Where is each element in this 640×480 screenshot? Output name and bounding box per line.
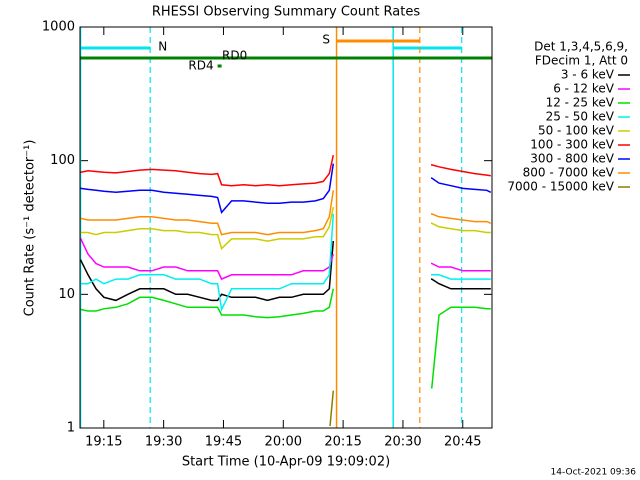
x-axis-label: Start Time (10-Apr-09 19:09:02) — [182, 455, 390, 470]
x-tick-label: 19:30 — [145, 435, 182, 450]
series-line — [80, 288, 491, 389]
series-line — [329, 390, 335, 426]
legend-label: 12 - 25 keV — [546, 96, 615, 110]
legend-label: 3 - 6 keV — [561, 68, 615, 82]
legend-label: 25 - 50 keV — [546, 110, 615, 124]
x-tick-label: 20:30 — [384, 435, 421, 450]
legend-label: 50 - 100 keV — [538, 124, 615, 138]
legend-title: Det 1,3,4,5,6,9, — [534, 40, 628, 54]
series-line — [80, 241, 491, 302]
y-tick-label: 100 — [50, 153, 75, 168]
series-line — [80, 163, 492, 214]
legend-title: FDecim 1, Att 0 — [535, 54, 628, 68]
y-tick-label: 1000 — [42, 20, 75, 35]
flag-label: N — [158, 40, 167, 54]
y-tick-label: 10 — [58, 287, 75, 302]
footer: 14-Oct-2021 09:36 — [551, 468, 637, 478]
chart-title: RHESSI Observing Summary Count Rates — [152, 5, 421, 20]
legend-label: 300 - 800 keV — [530, 152, 614, 166]
legend-label: 100 - 300 keV — [530, 138, 614, 152]
series-line — [80, 190, 492, 236]
flag-label: RD4 — [188, 59, 213, 73]
series-line — [80, 213, 491, 312]
series-line — [80, 238, 491, 281]
x-tick-label: 20:45 — [444, 435, 481, 450]
series-line — [80, 154, 491, 187]
plot-frame — [79, 26, 493, 429]
x-tick-label: 20:00 — [265, 435, 302, 450]
series-line — [80, 206, 491, 251]
flag-label: S — [322, 33, 330, 47]
flag-label: RD0 — [222, 49, 247, 63]
x-tick-label: 19:45 — [205, 435, 242, 450]
legend-label: 800 - 7000 keV — [523, 166, 615, 180]
y-tick-label: 1 — [67, 421, 75, 436]
x-tick-label: 19:15 — [85, 435, 122, 450]
legend-label: 6 - 12 keV — [553, 82, 615, 96]
x-tick-label: 20:15 — [324, 435, 361, 450]
legend-label: 7000 - 15000 keV — [507, 180, 614, 194]
y-axis-label: Count Rate (s⁻¹ detector⁻¹) — [23, 140, 38, 317]
